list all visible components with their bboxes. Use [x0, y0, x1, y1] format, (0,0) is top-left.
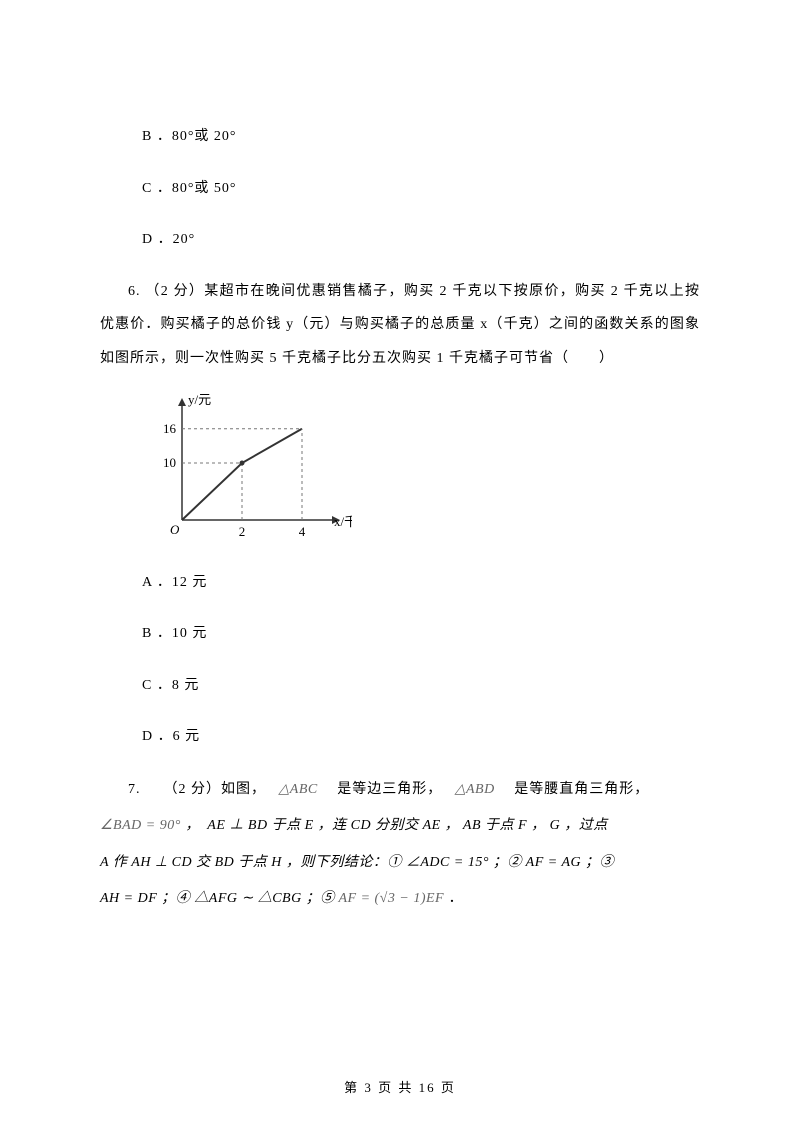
svg-text:O: O — [170, 522, 180, 537]
svg-text:4: 4 — [299, 524, 306, 539]
question-6-text: 6. （2 分）某超市在晚间优惠销售橘子，购买 2 千克以下按原价，购买 2 千… — [100, 275, 700, 376]
svg-text:y/元: y/元 — [188, 392, 211, 407]
q7-angle-bad: ∠BAD = 90° — [100, 818, 181, 833]
q7-triangle-abc: △ABC — [279, 782, 318, 797]
q7-seg1: 7. （2 分）如图， — [128, 782, 274, 797]
q6-option-a: A ．12 元 — [100, 566, 700, 600]
q7-seg1b: 是等边三角形， — [322, 782, 450, 797]
option-d-prev: D ．20° — [100, 223, 700, 257]
option-b-prev: B ．80°或 20° — [100, 120, 700, 154]
question-6-chart: Oy/元 x/千克 10 16 2 4 — [142, 388, 700, 548]
q6-option-d: D ．6 元 — [100, 720, 700, 754]
page-footer: 第 3 页 共 16 页 — [0, 1077, 800, 1096]
q7-line4b: ． — [449, 891, 464, 906]
svg-text:2: 2 — [239, 524, 246, 539]
q7-equation-5: AF = (√3 − 1)EF — [338, 891, 444, 906]
q7-line2b: ， AE ⊥ BD 于点 E ，连 CD 分别交 AE ， AB 于点 F ， … — [185, 818, 607, 833]
question-7-text: 7. （2 分）如图， △ABC 是等边三角形， △ABD 是等腰直角三角形， … — [100, 772, 700, 918]
document-page: B ．80°或 20° C ．80°或 50° D ．20° 6. （2 分）某… — [0, 0, 800, 986]
q7-line3: A 作 AH ⊥ CD 交 BD 于点 H ，则下列结论：① ∠ADC = 15… — [100, 855, 614, 870]
option-c-prev: C ．80°或 50° — [100, 172, 700, 206]
svg-text:10: 10 — [163, 455, 176, 470]
q7-seg1c: 是等腰直角三角形， — [499, 782, 649, 797]
svg-text:x/千克: x/千克 — [334, 514, 352, 529]
q6-option-b: B ．10 元 — [100, 617, 700, 651]
svg-text:16: 16 — [163, 420, 177, 435]
q7-line4a: AH = DF ；④ △AFG ∼ △CBG ；⑤ — [100, 891, 338, 906]
q6-option-c: C ．8 元 — [100, 669, 700, 703]
q7-triangle-abd: △ABD — [455, 782, 495, 797]
